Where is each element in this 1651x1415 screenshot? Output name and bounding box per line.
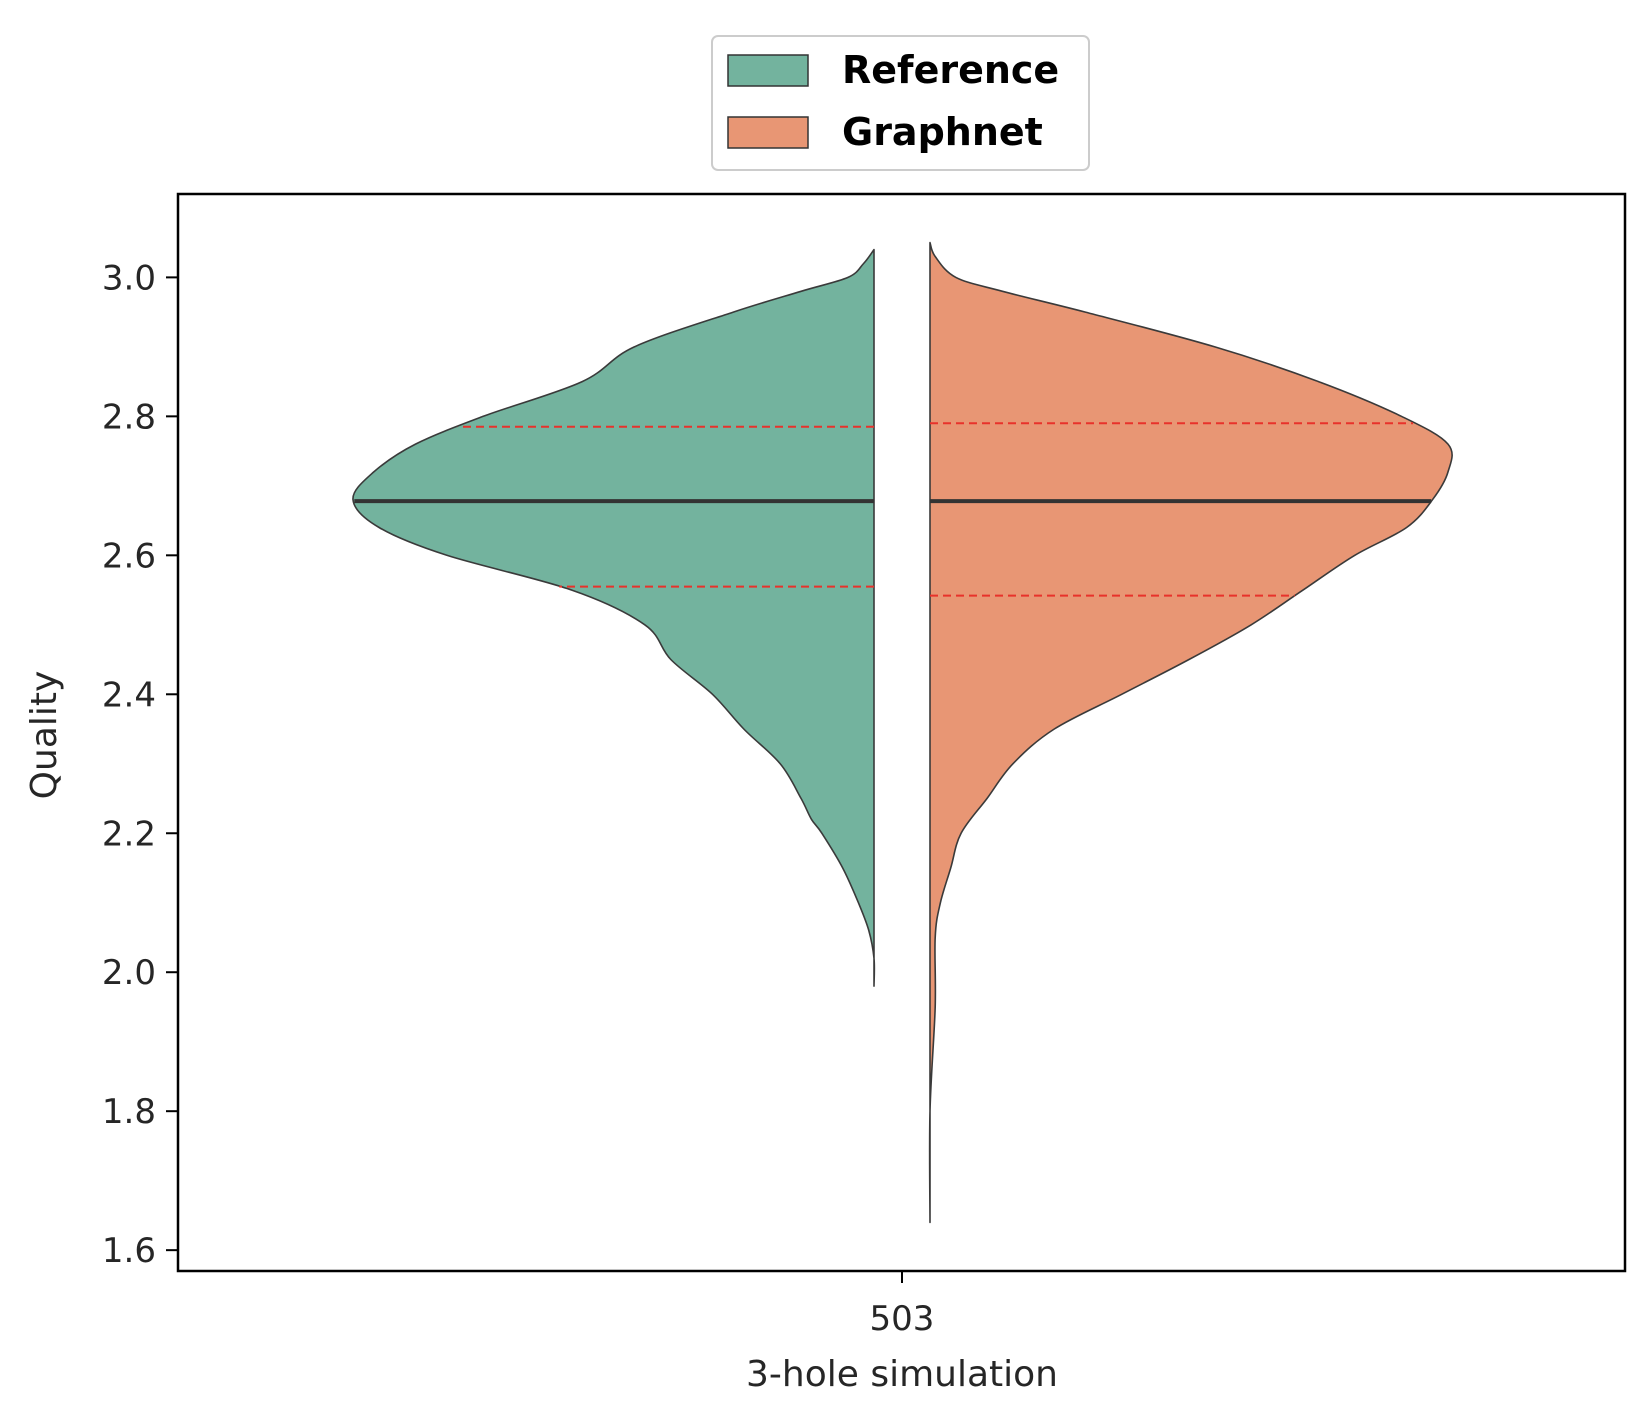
plot-frame [176, 192, 1627, 1273]
legend-swatch-reference [727, 54, 809, 87]
x-axis: 503 [870, 1271, 935, 1339]
y-tick-label-2.4: 2.4 [102, 675, 156, 715]
y-axis-label: Quality [24, 671, 65, 800]
violin-reference [352, 248, 876, 987]
y-tick-label-1.6: 1.6 [102, 1231, 156, 1271]
x-tick-label-503: 503 [870, 1299, 935, 1339]
legend-label-reference: Reference [842, 48, 1059, 92]
y-tick-label-2.2: 2.2 [102, 814, 156, 854]
y-axis: 1.6 1.8 2.0 2.2 2.4 2.6 2.8 3.0 [102, 258, 178, 1271]
stat-lines [354, 422, 1432, 597]
legend-swatch-graphnet [727, 116, 809, 149]
violin-graphnet [928, 241, 1453, 1224]
violins [352, 241, 1453, 1224]
legend: Reference Graphnet [711, 35, 1090, 171]
y-tick-label-3.0: 3.0 [102, 258, 156, 298]
y-tick-label-2.0: 2.0 [102, 953, 156, 993]
y-tick-label-2.8: 2.8 [102, 397, 156, 437]
y-tick-label-2.6: 2.6 [102, 536, 156, 576]
x-axis-label: 3-hole simulation [746, 1354, 1058, 1395]
legend-label-graphnet: Graphnet [842, 110, 1043, 154]
y-tick-label-1.8: 1.8 [102, 1092, 156, 1132]
